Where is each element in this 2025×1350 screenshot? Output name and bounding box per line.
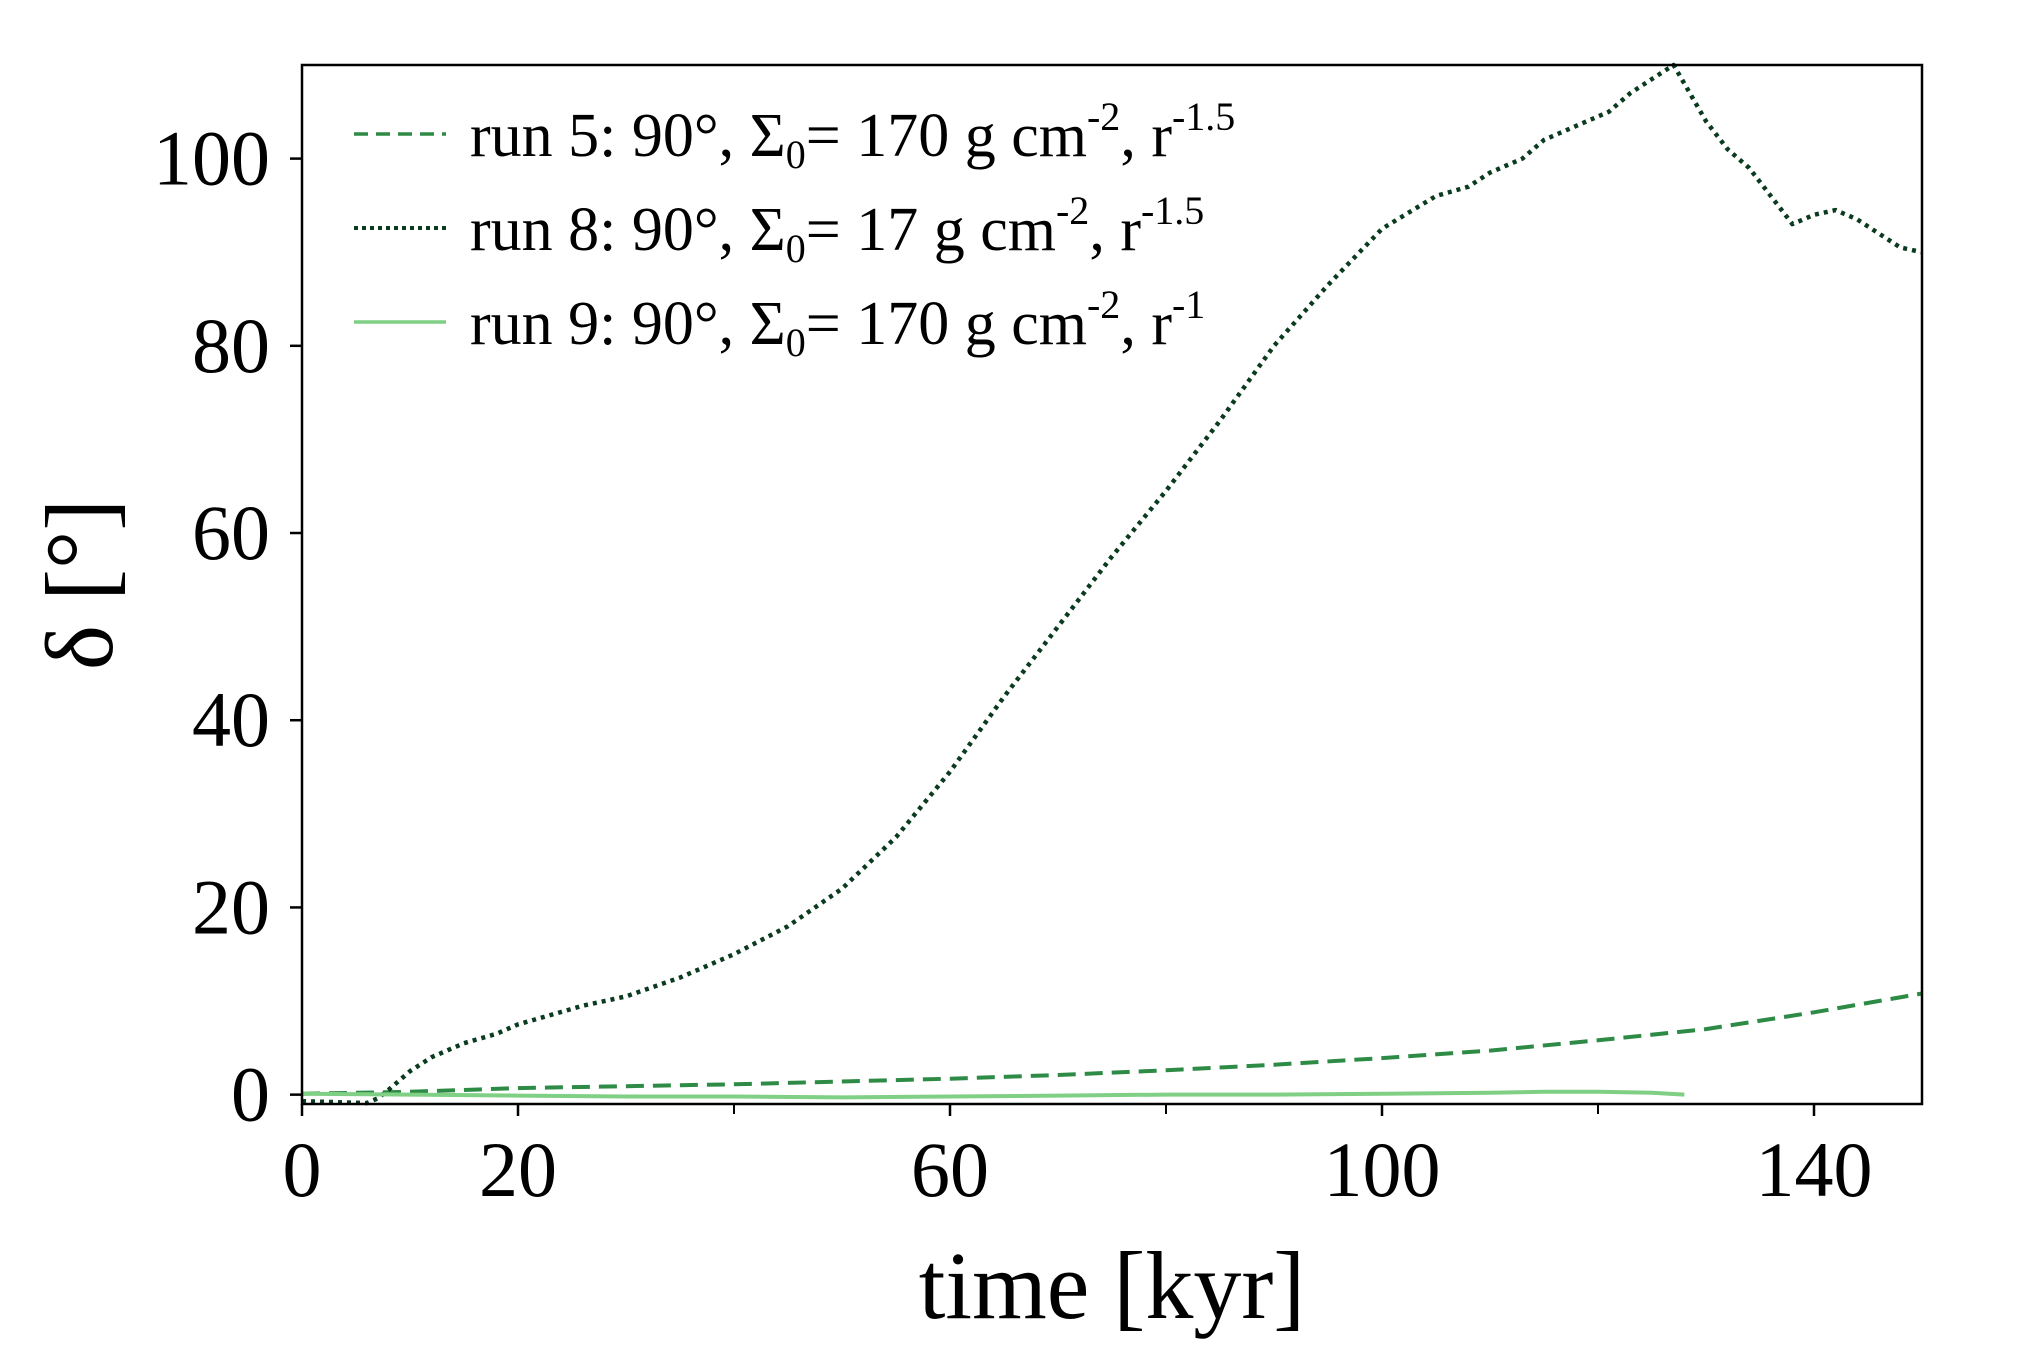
series-line-run-5 bbox=[301, 991, 1923, 1096]
y-tick-label: 100 bbox=[153, 115, 270, 202]
y-tick-label: 40 bbox=[192, 676, 270, 763]
series-layer bbox=[301, 62, 1923, 1106]
series-line-run-9 bbox=[301, 1089, 1685, 1100]
x-tick-label: 20 bbox=[479, 1126, 557, 1213]
plot-frame bbox=[300, 63, 1924, 1106]
x-tick-label: 60 bbox=[911, 1126, 989, 1213]
legend: run 5: 90°, Σ0= 170 g cm-2, r-1.5 run 8: … bbox=[354, 94, 1235, 365]
y-tick-label: 80 bbox=[192, 302, 270, 389]
y-tick-label: 0 bbox=[231, 1051, 270, 1138]
x-tick-label: 100 bbox=[1324, 1126, 1441, 1213]
y-tick-label: 60 bbox=[192, 489, 270, 576]
ticks-layer: 0 20 60 100 140 0 20 40 60 80 100 bbox=[153, 115, 1873, 1213]
x-tick-label: 140 bbox=[1756, 1126, 1873, 1213]
legend-entry: run 8: 90°, Σ0= 17 g cm-2, r-1.5 bbox=[470, 188, 1204, 271]
legend-entry: run 5: 90°, Σ0= 170 g cm-2, r-1.5 bbox=[470, 94, 1235, 177]
x-axis-label: time [kyr] bbox=[919, 1232, 1306, 1339]
x-tick-label: 0 bbox=[283, 1126, 322, 1213]
series-line-run-8 bbox=[301, 62, 1923, 1106]
y-tick-label: 20 bbox=[192, 863, 270, 950]
y-axis-label: δ [°] bbox=[26, 499, 133, 671]
legend-entry: run 9: 90°, Σ0= 170 g cm-2, r-1 bbox=[470, 282, 1205, 365]
